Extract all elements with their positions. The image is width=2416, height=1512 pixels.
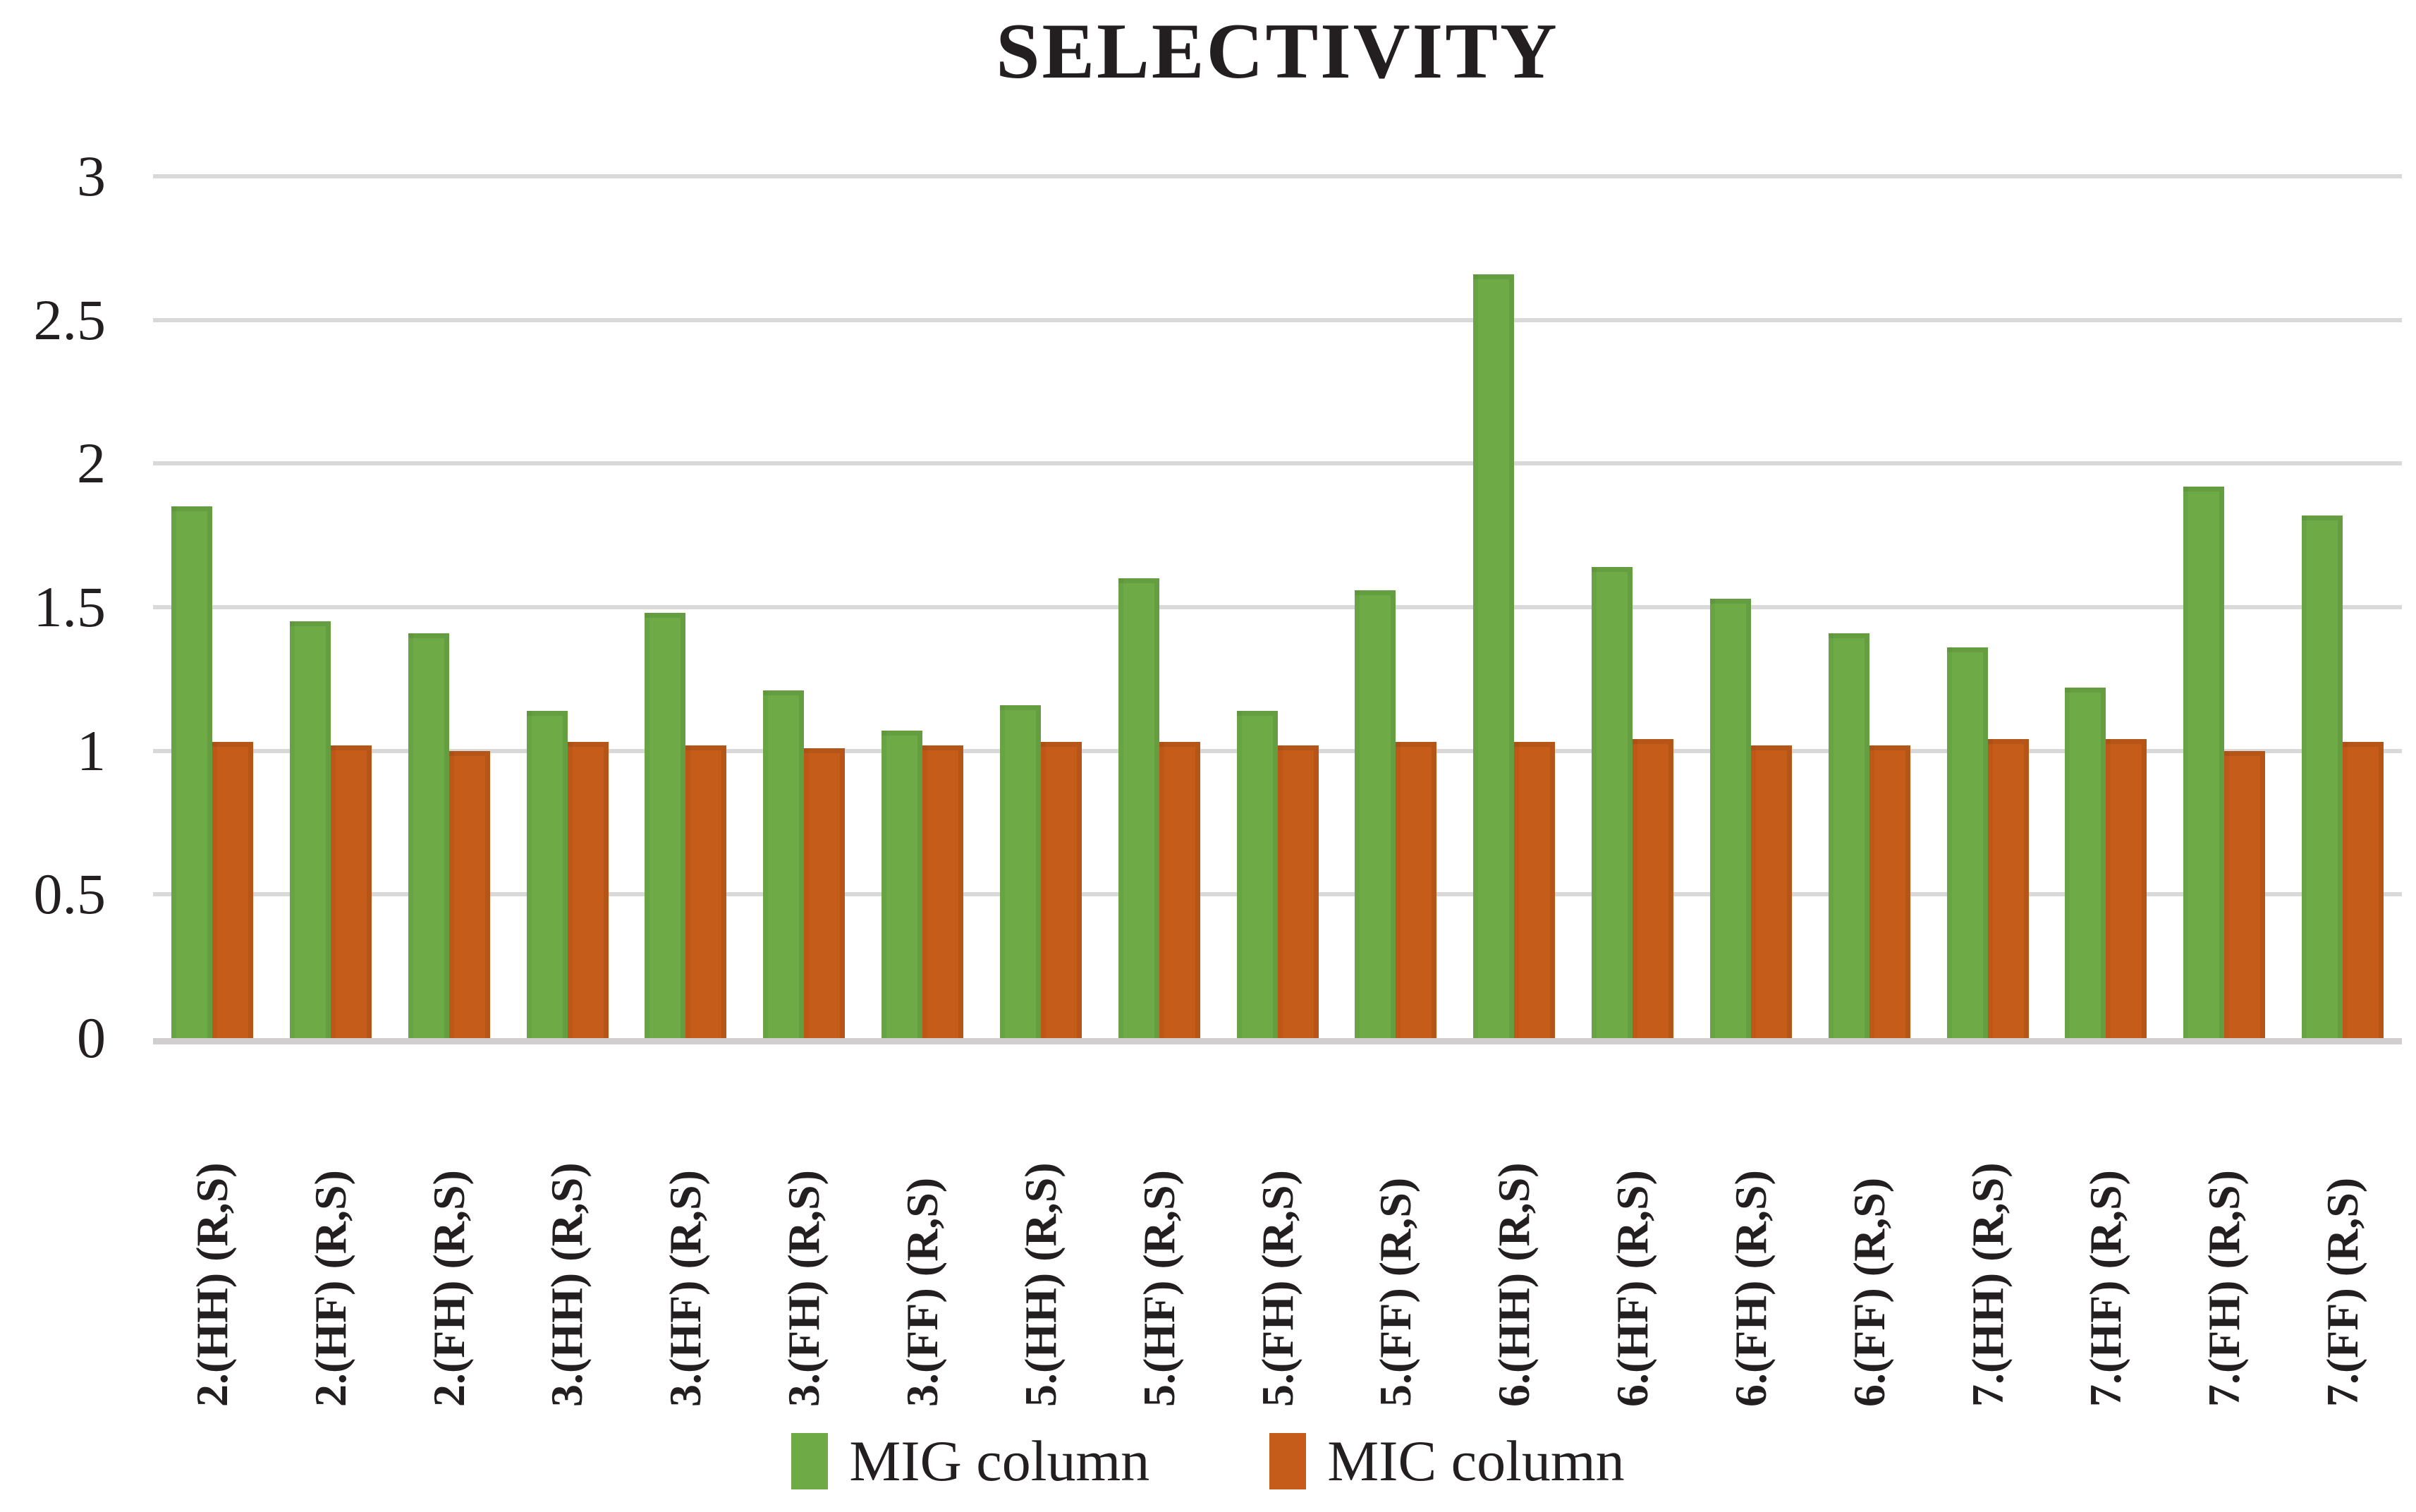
bar-mic-16 bbox=[2106, 739, 2147, 1038]
bar-mic-9 bbox=[1277, 745, 1319, 1038]
bar-mig-18 bbox=[2302, 515, 2343, 1038]
x-tick-label: 6.(HH) (R,S) bbox=[1489, 1083, 1539, 1407]
x-tick-label-text: 5.(FF) (R,S) bbox=[1370, 1177, 1421, 1407]
x-tick-label: 6.(HF) (R,S) bbox=[1607, 1083, 1658, 1407]
legend-swatch-mig-icon bbox=[791, 1433, 829, 1489]
bar-mic-8 bbox=[1159, 742, 1200, 1038]
bar-mig-8 bbox=[1118, 578, 1159, 1038]
x-tick-label: 3.(HF) (R,S) bbox=[660, 1083, 711, 1407]
bar-mig-17 bbox=[2183, 486, 2225, 1038]
bar-mic-11 bbox=[1514, 742, 1556, 1038]
bar-mig-7 bbox=[999, 705, 1041, 1038]
bar-mic-3 bbox=[567, 742, 609, 1038]
bar-mig-10 bbox=[1355, 590, 1396, 1038]
bar-mic-13 bbox=[1750, 745, 1792, 1038]
bar-mic-18 bbox=[2343, 742, 2384, 1038]
legend: MIG column MIC column bbox=[0, 1426, 2416, 1496]
x-tick-label: 7.(FF) (R,S) bbox=[2317, 1083, 2368, 1407]
x-tick-label-text: 6.(FH) (R,S) bbox=[1725, 1170, 1776, 1407]
bar-mic-10 bbox=[1396, 742, 1437, 1038]
x-tick-label: 2.(HH) (R,S) bbox=[187, 1083, 238, 1407]
x-tick-label-text: 3.(HF) (R,S) bbox=[660, 1170, 711, 1407]
y-tick-label: 2 bbox=[77, 431, 106, 496]
gridline bbox=[153, 461, 2402, 466]
bar-mig-2 bbox=[408, 633, 449, 1038]
bar-mig-12 bbox=[1592, 566, 1633, 1038]
x-tick-label-text: 5.(HF) (R,S) bbox=[1133, 1170, 1184, 1407]
x-tick-label: 6.(FH) (R,S) bbox=[1726, 1083, 1776, 1407]
x-tick-label-text: 6.(FF) (R,S) bbox=[1843, 1177, 1894, 1407]
x-tick-label: 7.(FH) (R,S) bbox=[2199, 1083, 2250, 1407]
legend-item-mic: MIC column bbox=[1269, 1426, 1625, 1496]
legend-swatch-mic-icon bbox=[1269, 1433, 1307, 1489]
bar-mig-9 bbox=[1236, 710, 1278, 1038]
x-tick-label-text: 2.(FH) (R,S) bbox=[423, 1170, 474, 1407]
x-tick-label: 5.(HH) (R,S) bbox=[1015, 1083, 1066, 1407]
x-tick-label: 3.(FH) (R,S) bbox=[779, 1083, 829, 1407]
x-tick-label-text: 7.(HF) (R,S) bbox=[2080, 1170, 2131, 1407]
bar-mig-14 bbox=[1828, 633, 1869, 1038]
legend-label-mig: MIG column bbox=[849, 1429, 1150, 1493]
x-tick-label: 7.(HF) (R,S) bbox=[2080, 1083, 2131, 1407]
x-tick-label-text: 2.(HH) (R,S) bbox=[186, 1162, 237, 1407]
bar-mic-12 bbox=[1633, 739, 1674, 1038]
bar-mig-0 bbox=[171, 506, 212, 1038]
bar-mig-1 bbox=[289, 621, 331, 1038]
x-tick-label: 5.(HF) (R,S) bbox=[1134, 1083, 1185, 1407]
x-tick-label: 3.(FF) (R,S) bbox=[897, 1083, 948, 1407]
x-axis-line bbox=[153, 1038, 2402, 1044]
bar-mic-2 bbox=[449, 750, 490, 1038]
bar-mig-6 bbox=[881, 731, 923, 1038]
y-tick-label: 1 bbox=[77, 718, 106, 783]
x-tick-label-text: 7.(FH) (R,S) bbox=[2199, 1170, 2250, 1407]
legend-label-mic: MIC column bbox=[1327, 1429, 1625, 1493]
x-tick-label-text: 6.(HH) (R,S) bbox=[1489, 1162, 1539, 1407]
bar-mic-6 bbox=[922, 745, 964, 1038]
y-tick-label: 3 bbox=[77, 144, 106, 208]
bar-mig-16 bbox=[2065, 688, 2106, 1038]
x-tick-label: 6.(FF) (R,S) bbox=[1844, 1083, 1895, 1407]
x-tick-label: 5.(FH) (R,S) bbox=[1252, 1083, 1303, 1407]
legend-item-mig: MIG column bbox=[791, 1426, 1149, 1496]
bar-mig-3 bbox=[526, 710, 568, 1038]
x-tick-label-text: 3.(FH) (R,S) bbox=[779, 1170, 829, 1407]
gridline bbox=[153, 605, 2402, 609]
x-tick-label-text: 7.(FF) (R,S) bbox=[2317, 1177, 2368, 1407]
bar-mig-13 bbox=[1709, 598, 1751, 1038]
bar-mic-17 bbox=[2224, 750, 2266, 1038]
x-tick-label: 7.(HH) (R,S) bbox=[1963, 1083, 2013, 1407]
bar-mig-4 bbox=[645, 613, 686, 1038]
y-tick-label: 2.5 bbox=[33, 287, 106, 352]
chart-title: SELECTIVITY bbox=[996, 8, 1559, 95]
bar-mig-15 bbox=[1946, 647, 1988, 1038]
x-tick-label-text: 2.(HF) (R,S) bbox=[305, 1170, 355, 1407]
x-tick-label-text: 5.(HH) (R,S) bbox=[1015, 1162, 1066, 1407]
x-tick-label: 3.(HH) (R,S) bbox=[542, 1083, 592, 1407]
bar-mic-4 bbox=[685, 745, 727, 1038]
x-tick-label: 2.(FH) (R,S) bbox=[424, 1083, 475, 1407]
x-tick-label-text: 5.(FH) (R,S) bbox=[1252, 1170, 1302, 1407]
bar-mic-14 bbox=[1869, 745, 1910, 1038]
gridline bbox=[153, 317, 2402, 322]
x-tick-label: 5.(FF) (R,S) bbox=[1370, 1083, 1421, 1407]
x-tick-label-text: 3.(HH) (R,S) bbox=[542, 1162, 592, 1407]
x-tick-label: 2.(HF) (R,S) bbox=[305, 1083, 356, 1407]
bar-mic-5 bbox=[804, 748, 846, 1038]
plot-area: 0 0.5 1 1.5 2 2.5 3 bbox=[34, 144, 2402, 1070]
x-tick-label-text: 7.(HH) (R,S) bbox=[1962, 1162, 2013, 1407]
x-tick-label-text: 6.(HF) (R,S) bbox=[1607, 1170, 1658, 1407]
gridline bbox=[153, 174, 2402, 178]
bar-mig-11 bbox=[1473, 274, 1515, 1038]
bar-mic-7 bbox=[1040, 742, 1082, 1038]
y-tick-label: 0.5 bbox=[33, 862, 106, 927]
bar-mic-15 bbox=[1987, 739, 2029, 1038]
y-tick-label: 1.5 bbox=[33, 575, 106, 639]
bar-mic-0 bbox=[212, 742, 253, 1038]
bar-mig-5 bbox=[763, 690, 805, 1038]
y-tick-label: 0 bbox=[77, 1006, 106, 1070]
x-tick-label-text: 3.(FF) (R,S) bbox=[896, 1177, 947, 1407]
bar-mic-1 bbox=[330, 745, 372, 1038]
